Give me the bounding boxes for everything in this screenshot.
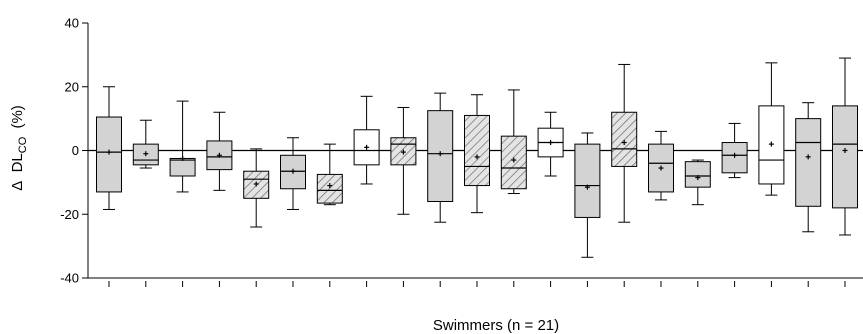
box-14 bbox=[574, 143, 601, 218]
box-20 bbox=[795, 118, 822, 207]
box-17 bbox=[684, 161, 711, 188]
box-7 bbox=[316, 173, 343, 204]
box-15 bbox=[611, 111, 638, 167]
box-11 bbox=[464, 114, 490, 187]
y-tick-label: -40 bbox=[60, 271, 79, 286]
y-axis-subscript: CO bbox=[17, 136, 29, 153]
svg-text:Δ DLCO (%): Δ DLCO (%) bbox=[9, 105, 30, 191]
plot-area: 40 20 0 -20 -40 bbox=[60, 16, 863, 287]
box-6 bbox=[280, 154, 306, 190]
y-axis-unit: (%) bbox=[9, 105, 26, 128]
box-12 bbox=[500, 135, 527, 190]
y-axis-main: DL bbox=[9, 153, 26, 172]
box-3 bbox=[169, 157, 196, 177]
x-axis-title: Swimmers (n = 21) bbox=[433, 317, 559, 334]
y-tick-label: 20 bbox=[65, 79, 79, 94]
y-axis-title: Δ DLCO (%) bbox=[9, 105, 30, 191]
y-tick-label: -20 bbox=[60, 207, 79, 222]
y-tick-label: 40 bbox=[65, 16, 79, 31]
y-tick-label: 0 bbox=[72, 143, 79, 158]
y-axis-delta: Δ bbox=[9, 181, 26, 191]
box-21 bbox=[832, 105, 858, 209]
